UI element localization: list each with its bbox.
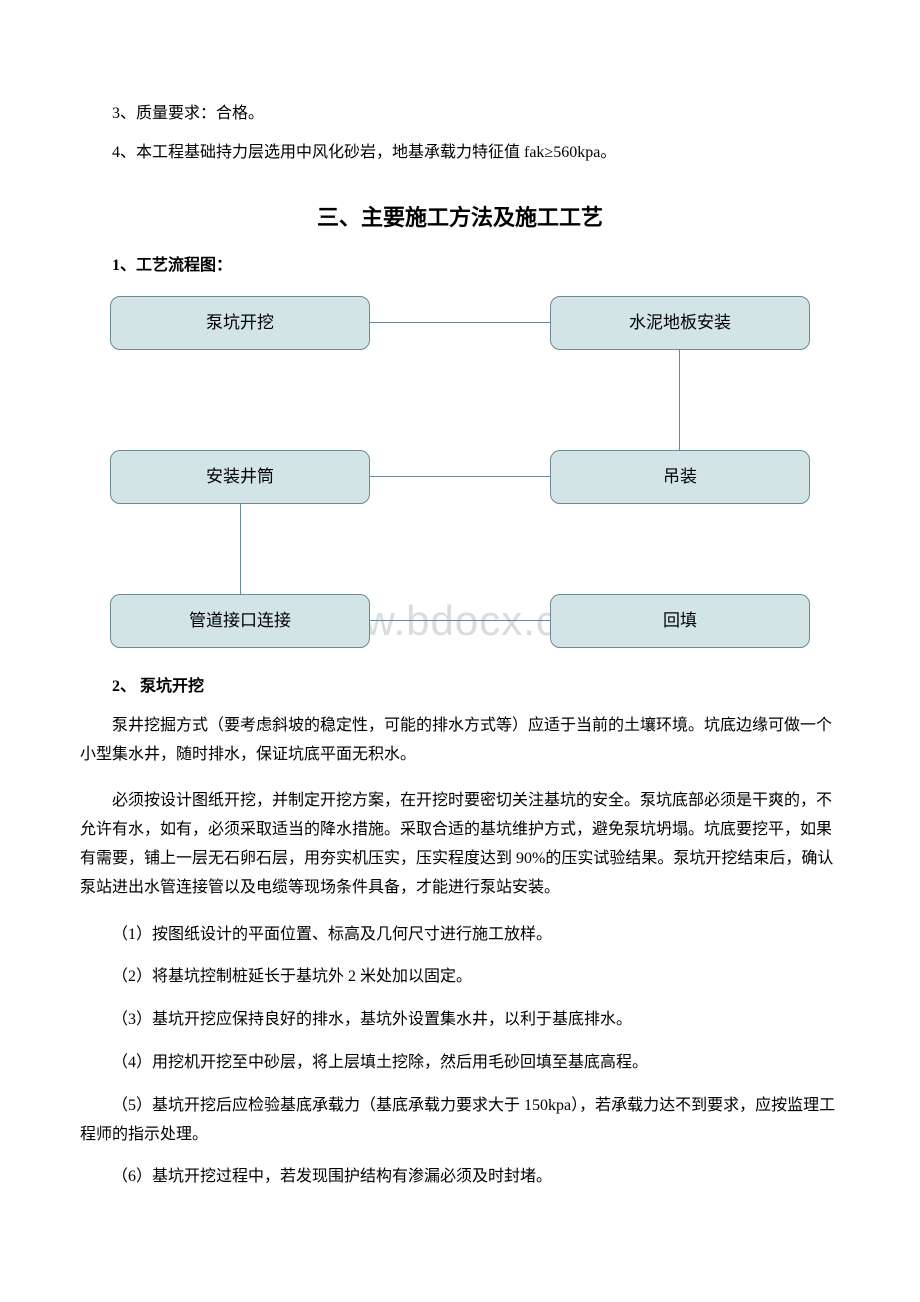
flow-v-connector — [110, 504, 810, 594]
flow-node-pipe-connect: 管道接口连接 — [110, 594, 370, 648]
flow-node-excavation: 泵坑开挖 — [110, 296, 370, 350]
subsection-2-title: 2、 泵坑开挖 — [80, 673, 840, 702]
paragraph-1: 泵井挖掘方式（要考虑斜坡的稳定性，可能的排水方式等）应适于当前的土壤环境。坑底边… — [80, 712, 840, 770]
list-item-4: （4）用挖机开挖至中砂层，将上层填土挖除，然后用毛砂回填至基底高程。 — [80, 1049, 840, 1078]
flow-edge — [370, 620, 550, 621]
list-item-2: （2）将基坑控制桩延长于基坑外 2 米处加以固定。 — [80, 963, 840, 992]
flow-node-cement-floor: 水泥地板安装 — [550, 296, 810, 350]
flow-node-hoisting: 吊装 — [550, 450, 810, 504]
intro-line-4: 4、本工程基础持力层选用中风化砂岩，地基承载力特征值 fak≥560kpa。 — [80, 139, 840, 168]
process-flowchart: 泵坑开挖 水泥地板安装 安装井筒 吊装 www.bdocx.com 管道接口连接… — [80, 296, 840, 648]
subsection-1-title: 1、工艺流程图： — [80, 252, 840, 281]
paragraph-2: 必须按设计图纸开挖，并制定开挖方案，在开挖时要密切关注基坑的安全。泵坑底部必须是… — [80, 787, 840, 902]
list-item-3: （3）基坑开挖应保持良好的排水，基坑外设置集水井，以利于基底排水。 — [80, 1006, 840, 1035]
flow-v-connector — [110, 350, 810, 450]
list-item-5: （5）基坑开挖后应检验基底承载力（基底承载力要求大于 150kpa），若承载力达… — [80, 1092, 840, 1150]
flow-node-backfill: 回填 — [550, 594, 810, 648]
intro-line-3: 3、质量要求：合格。 — [80, 100, 840, 129]
flow-edge — [370, 476, 550, 477]
flow-edge — [370, 322, 550, 323]
list-item-6: （6）基坑开挖过程中，若发现围护结构有渗漏必须及时封堵。 — [80, 1163, 840, 1192]
flow-edge — [240, 504, 241, 594]
flow-edge — [679, 350, 680, 450]
section-title: 三、主要施工方法及施工工艺 — [80, 198, 840, 238]
flow-node-well-install: 安装井筒 — [110, 450, 370, 504]
list-item-1: （1）按图纸设计的平面位置、标高及几何尺寸进行施工放样。 — [80, 921, 840, 950]
